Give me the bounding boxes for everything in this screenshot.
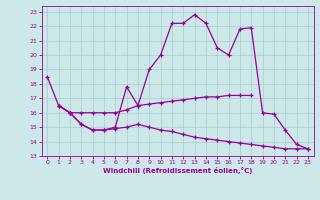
X-axis label: Windchill (Refroidissement éolien,°C): Windchill (Refroidissement éolien,°C) <box>103 167 252 174</box>
